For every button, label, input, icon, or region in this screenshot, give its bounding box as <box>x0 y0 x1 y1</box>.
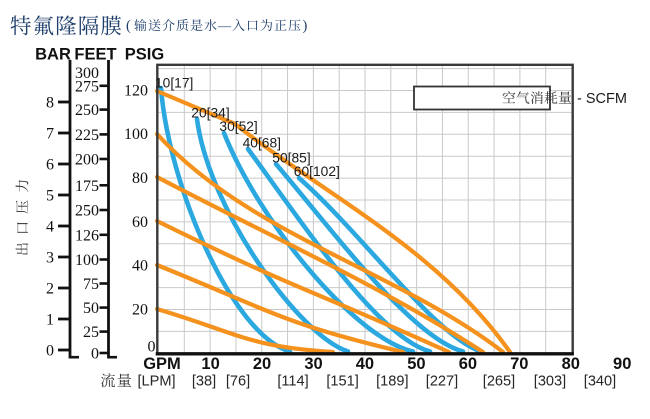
svg-text:30: 30 <box>304 355 322 373</box>
svg-text:25: 25 <box>83 324 99 341</box>
svg-text:20[34]: 20[34] <box>191 106 229 121</box>
svg-text:40: 40 <box>132 258 148 275</box>
svg-text:7: 7 <box>46 126 54 143</box>
svg-text:[340]: [340] <box>584 374 616 390</box>
svg-text:): ) <box>303 18 308 34</box>
svg-text:8: 8 <box>46 95 54 112</box>
svg-text:50[85]: 50[85] <box>272 150 310 165</box>
svg-text:60: 60 <box>459 355 477 373</box>
svg-text:10: 10 <box>201 355 219 373</box>
svg-text:275: 275 <box>75 78 99 95</box>
svg-text:[265]: [265] <box>483 374 515 390</box>
svg-text:90: 90 <box>613 355 631 373</box>
svg-text:100: 100 <box>75 252 99 269</box>
svg-text:4: 4 <box>46 219 54 236</box>
svg-text:[227]: [227] <box>426 374 458 390</box>
svg-text:80: 80 <box>132 170 148 187</box>
svg-text:60: 60 <box>132 214 148 231</box>
svg-text:30[52]: 30[52] <box>219 119 257 134</box>
svg-text:250: 250 <box>75 102 99 119</box>
svg-text:250: 250 <box>75 203 99 220</box>
svg-text:75: 75 <box>83 276 99 293</box>
svg-text:80: 80 <box>562 355 580 373</box>
svg-text:120: 120 <box>124 82 148 99</box>
svg-text:175: 175 <box>75 178 99 195</box>
svg-text:[LPM]: [LPM] <box>137 374 175 390</box>
svg-text:200: 200 <box>75 152 99 169</box>
svg-text:40[68]: 40[68] <box>243 136 281 151</box>
svg-text:3: 3 <box>46 250 54 267</box>
svg-text:[303]: [303] <box>534 374 566 390</box>
svg-text:225: 225 <box>75 127 99 144</box>
svg-text:0: 0 <box>148 339 156 356</box>
svg-text:20: 20 <box>132 301 148 318</box>
svg-text:[151]: [151] <box>326 374 358 390</box>
svg-text:[38]: [38] <box>192 374 216 390</box>
svg-text:[76]: [76] <box>226 374 250 390</box>
svg-text:40: 40 <box>356 355 374 373</box>
svg-text:50: 50 <box>407 355 425 373</box>
svg-text:2: 2 <box>46 281 54 298</box>
svg-text:(: ( <box>126 18 131 34</box>
svg-text:0: 0 <box>91 346 99 363</box>
svg-text:FEET: FEET <box>74 46 116 64</box>
svg-text:BAR: BAR <box>35 46 71 64</box>
svg-text:126: 126 <box>75 227 99 244</box>
svg-text:[189]: [189] <box>376 374 408 390</box>
svg-text:1: 1 <box>46 312 54 329</box>
svg-text:0: 0 <box>46 343 54 360</box>
svg-text:50: 50 <box>83 300 99 317</box>
svg-text:20: 20 <box>253 355 271 373</box>
svg-text:[114]: [114] <box>277 374 308 390</box>
svg-text:60[102]: 60[102] <box>294 164 340 179</box>
svg-text:PSIG: PSIG <box>125 46 164 64</box>
svg-text:10[17]: 10[17] <box>155 76 193 91</box>
svg-text:5: 5 <box>46 188 54 205</box>
svg-text:6: 6 <box>46 157 54 174</box>
svg-text:GPM: GPM <box>143 355 181 373</box>
svg-text:300: 300 <box>75 65 99 82</box>
svg-text:100: 100 <box>124 126 148 143</box>
svg-text:—: — <box>217 18 232 33</box>
svg-text:- SCFM: - SCFM <box>577 91 627 107</box>
svg-text:70: 70 <box>510 355 528 373</box>
